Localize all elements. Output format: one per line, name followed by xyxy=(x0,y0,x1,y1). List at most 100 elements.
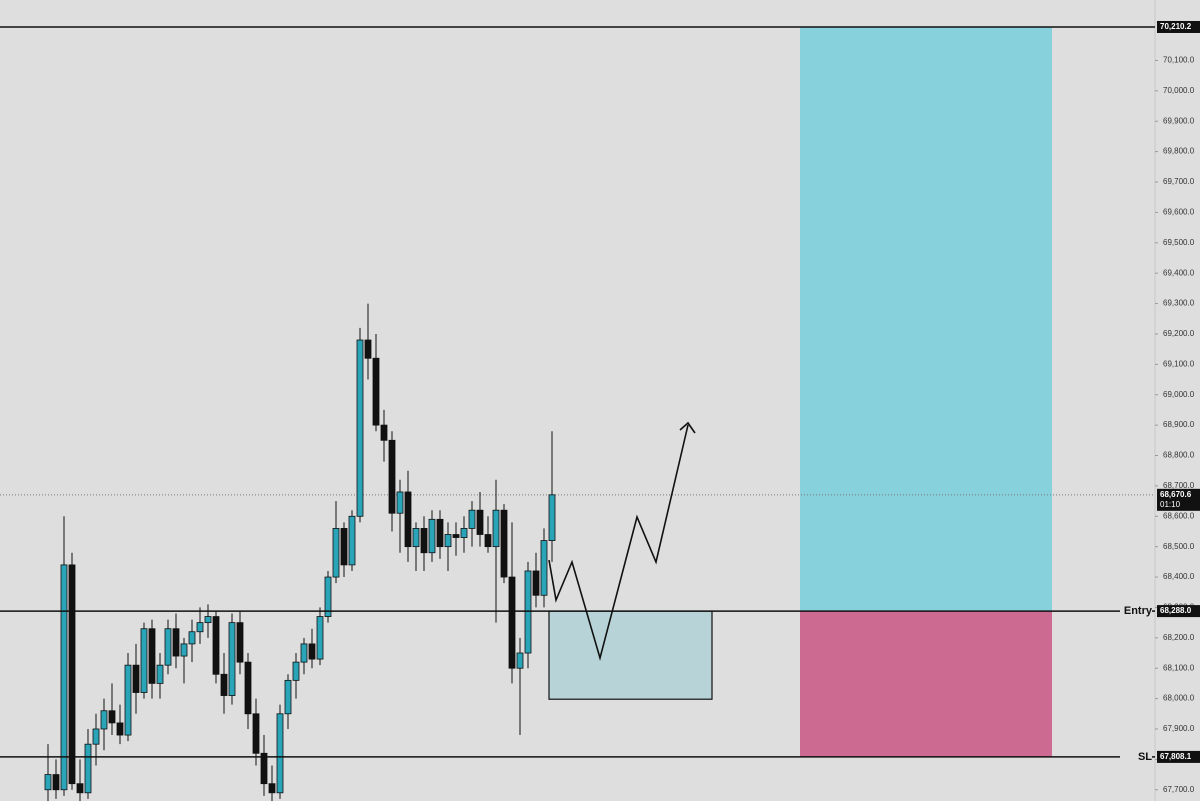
y-tick-label: 68,800.0 xyxy=(1163,451,1195,460)
candle-body xyxy=(124,664,132,736)
candle-body xyxy=(460,528,468,538)
y-tick-label: 69,500.0 xyxy=(1163,238,1195,247)
candle-body xyxy=(172,628,180,657)
price-label-box xyxy=(1157,20,1200,33)
candle-body xyxy=(508,576,516,669)
candle-body xyxy=(212,616,220,675)
candle-body xyxy=(316,616,324,660)
candle-body xyxy=(300,643,308,663)
y-tick-label: 69,200.0 xyxy=(1163,329,1195,338)
candle-body xyxy=(60,564,68,791)
candle-body xyxy=(404,491,412,548)
y-tick-label: 68,200.0 xyxy=(1163,633,1195,642)
candle-body xyxy=(260,752,268,785)
candle-body xyxy=(76,783,84,794)
y-tick-label: 67,900.0 xyxy=(1163,724,1195,733)
candle-body xyxy=(484,534,492,548)
y-tick-label: 68,600.0 xyxy=(1163,511,1195,520)
candle-body xyxy=(468,509,476,529)
y-tick-label: 69,800.0 xyxy=(1163,147,1195,156)
candle-body xyxy=(516,652,524,669)
candle-body xyxy=(428,518,436,554)
y-tick-label: 69,600.0 xyxy=(1163,208,1195,217)
last-price-label: 68,670.6 xyxy=(1160,490,1192,499)
candle-body xyxy=(420,528,428,554)
y-tick-label: 70,100.0 xyxy=(1163,56,1195,65)
price-label-box xyxy=(1157,750,1200,763)
candle-body xyxy=(364,339,372,359)
candle-body xyxy=(180,643,188,657)
candle-body xyxy=(236,622,244,663)
candle-body xyxy=(252,713,260,754)
y-tick-label: 68,000.0 xyxy=(1163,694,1195,703)
candle-body xyxy=(196,622,204,633)
candle-body xyxy=(548,494,556,541)
candle-body xyxy=(492,509,500,548)
countdown-label: 01:10 xyxy=(1160,500,1181,509)
candle-body xyxy=(100,710,108,730)
candle-body xyxy=(204,616,212,624)
candle-body xyxy=(532,570,540,596)
candle-body xyxy=(220,673,228,696)
candle-body xyxy=(228,622,236,696)
candle-body xyxy=(308,643,316,660)
candle-body xyxy=(372,357,380,426)
candle-body xyxy=(396,491,404,514)
y-tick-label: 67,700.0 xyxy=(1163,785,1195,794)
y-tick-label: 68,500.0 xyxy=(1163,542,1195,551)
y-tick-label: 69,900.0 xyxy=(1163,116,1195,125)
price-label: 70,210.2 xyxy=(1160,22,1192,31)
candle-body xyxy=(284,679,292,715)
candle-body xyxy=(436,518,444,548)
candle-body xyxy=(388,439,396,514)
candle-body xyxy=(84,743,92,794)
candle-body xyxy=(332,528,340,578)
arrow-head xyxy=(679,421,696,434)
candle-body xyxy=(356,339,364,517)
last-price-box xyxy=(1157,488,1200,511)
stop-area xyxy=(800,611,1052,757)
candle-body xyxy=(268,783,276,794)
y-tick-label: 69,100.0 xyxy=(1163,359,1195,368)
y-tick-label: 68,900.0 xyxy=(1163,420,1195,429)
candle-body xyxy=(292,661,300,681)
candle-body xyxy=(68,564,76,785)
candle-body xyxy=(500,509,508,578)
candle-body xyxy=(340,528,348,566)
candle-body xyxy=(524,570,532,654)
candle-body xyxy=(44,774,52,791)
price-label: 68,288.0 xyxy=(1160,606,1192,615)
y-tick-label: 69,300.0 xyxy=(1163,299,1195,308)
price-label-box xyxy=(1157,605,1200,618)
candle-body xyxy=(452,534,460,538)
candle-body xyxy=(324,576,332,617)
y-tick-label: 68,400.0 xyxy=(1163,572,1195,581)
candle-body xyxy=(116,722,124,736)
candle-body xyxy=(476,509,484,535)
price-label: 67,808.1 xyxy=(1160,752,1192,761)
y-tick-label: 68,700.0 xyxy=(1163,481,1195,490)
candle-body xyxy=(156,664,164,684)
y-tick-label: 69,700.0 xyxy=(1163,177,1195,186)
y-tick-label: 69,000.0 xyxy=(1163,390,1195,399)
y-tick-label: 70,000.0 xyxy=(1163,86,1195,95)
candle-body xyxy=(188,631,196,645)
background-layer xyxy=(0,26,1155,757)
candle-body xyxy=(348,515,356,566)
candle-body xyxy=(244,661,252,715)
y-tick-label: 69,400.0 xyxy=(1163,268,1195,277)
projection-arrow xyxy=(548,424,689,661)
candle-body xyxy=(52,774,60,791)
candle-body xyxy=(276,713,284,794)
candle-body xyxy=(164,628,172,666)
level-name: SL xyxy=(1138,751,1152,763)
candle-body xyxy=(140,628,148,693)
candle-body xyxy=(132,664,140,693)
candle-body xyxy=(92,728,100,745)
candle-body xyxy=(148,628,156,684)
candle-body xyxy=(540,540,548,596)
target-area xyxy=(800,26,1052,612)
candle-body xyxy=(108,710,116,724)
zone-box xyxy=(548,610,713,700)
